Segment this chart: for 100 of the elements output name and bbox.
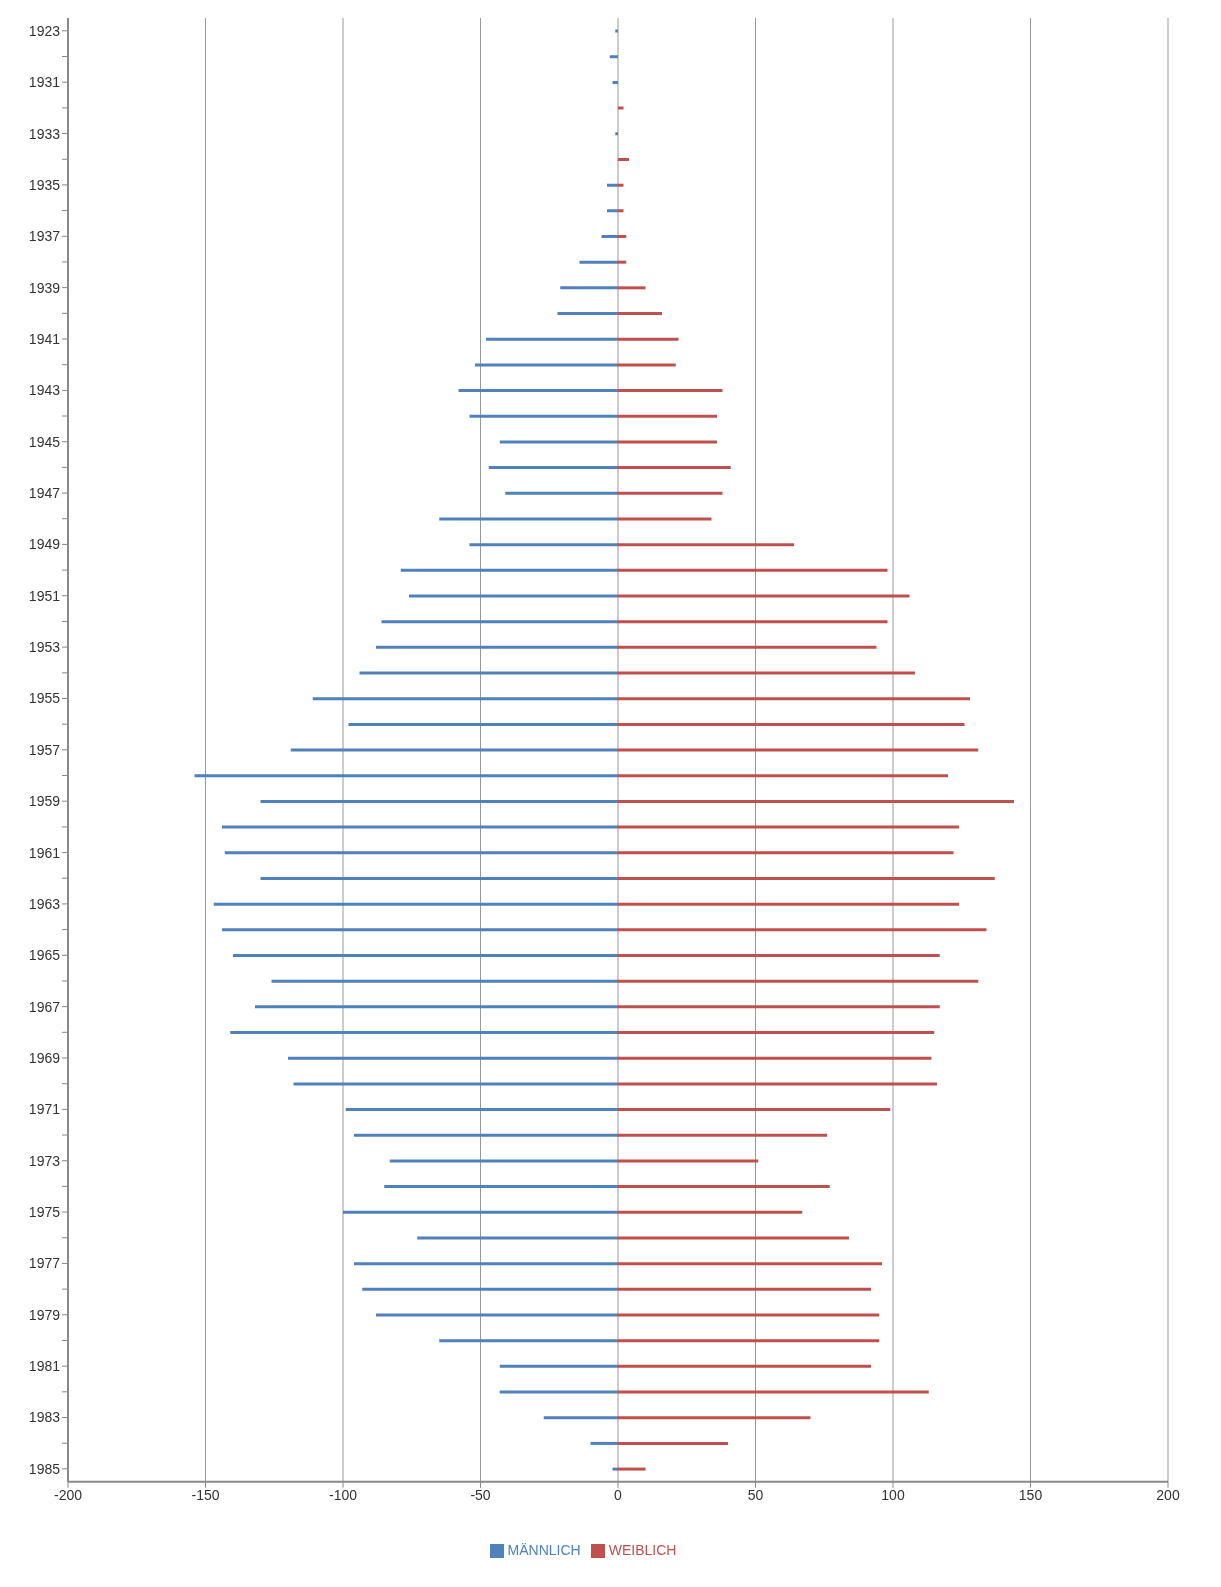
- bar: [618, 234, 627, 238]
- bar: [615, 29, 618, 33]
- bar: [233, 954, 618, 957]
- bar: [224, 851, 618, 855]
- bar: [601, 234, 618, 238]
- bar: [194, 774, 618, 778]
- bar: [354, 1133, 618, 1137]
- bar: [607, 183, 618, 187]
- legend-label: WEIBLICH: [608, 1541, 677, 1558]
- bar: [618, 568, 888, 572]
- bar: [607, 209, 618, 213]
- y-tick-label: 1959: [28, 793, 61, 810]
- bar: [618, 1210, 803, 1214]
- y-tick-label: 1973: [28, 1152, 61, 1169]
- bar: [348, 722, 618, 726]
- bar: [384, 1185, 618, 1189]
- bar: [469, 414, 618, 418]
- bar: [409, 594, 618, 598]
- y-tick-label: 1941: [28, 330, 61, 347]
- x-tick-label: -200: [53, 1486, 83, 1503]
- bar: [618, 183, 624, 187]
- bar: [543, 1416, 618, 1420]
- bar: [618, 748, 979, 752]
- y-tick-label: 1971: [28, 1101, 61, 1118]
- bar: [618, 594, 910, 598]
- y-tick-label: 1975: [28, 1204, 61, 1221]
- bar: [469, 543, 618, 547]
- bar: [618, 1262, 882, 1266]
- bar: [488, 466, 618, 470]
- bar: [618, 1056, 932, 1060]
- y-tick-label: 1983: [28, 1409, 61, 1426]
- bar: [618, 312, 662, 316]
- y-tick-label: 1955: [28, 690, 61, 707]
- bar: [557, 312, 618, 316]
- y-tick-label: 1981: [28, 1358, 61, 1375]
- bar: [618, 954, 940, 957]
- x-tick-label: 200: [1156, 1486, 1180, 1503]
- bar: [618, 979, 979, 983]
- bar: [618, 697, 970, 701]
- bar: [618, 260, 627, 264]
- y-tick-label: 1939: [28, 279, 61, 296]
- x-tick-label: 100: [881, 1486, 905, 1503]
- bar: [213, 902, 618, 906]
- bar: [590, 1441, 618, 1445]
- bar: [222, 928, 618, 932]
- bar: [618, 1364, 871, 1368]
- x-tick-label: -50: [470, 1486, 491, 1503]
- bar: [288, 1056, 618, 1060]
- y-tick-label: 1931: [28, 74, 61, 91]
- bar: [618, 1185, 830, 1189]
- bar: [618, 851, 954, 855]
- y-tick-label: 1985: [28, 1460, 61, 1477]
- bar: [618, 1031, 935, 1035]
- bar: [400, 568, 618, 572]
- bar: [505, 491, 618, 495]
- bar: [354, 1262, 618, 1266]
- y-tick-label: 1949: [28, 536, 61, 553]
- y-tick-label: 1961: [28, 844, 61, 861]
- bar: [618, 1133, 827, 1137]
- bar: [230, 1031, 618, 1035]
- bar: [618, 337, 679, 341]
- bar: [343, 1210, 618, 1214]
- bar: [618, 876, 995, 880]
- bar: [618, 440, 717, 444]
- y-tick-label: 1953: [28, 639, 61, 656]
- x-tick-label: 0: [614, 1486, 623, 1503]
- bar: [618, 825, 959, 829]
- bar: [618, 671, 915, 675]
- bar: [499, 1364, 618, 1368]
- bar: [271, 979, 618, 983]
- y-tick-label: 1937: [28, 228, 61, 245]
- bar: [439, 517, 618, 521]
- bar: [618, 1108, 891, 1112]
- bar: [389, 1159, 618, 1163]
- bar: [618, 389, 723, 393]
- legend-label: MÄNNLICH: [507, 1541, 581, 1558]
- bar: [618, 1467, 646, 1471]
- x-tick-label: 50: [747, 1486, 764, 1503]
- bar: [618, 517, 712, 521]
- bar: [615, 132, 618, 136]
- bar: [618, 774, 948, 778]
- y-tick-label: 1923: [28, 22, 61, 39]
- bar: [618, 1287, 871, 1291]
- bar: [475, 363, 618, 367]
- bar: [618, 491, 723, 495]
- y-tick-label: 1945: [28, 433, 61, 450]
- y-tick-label: 1965: [28, 947, 61, 964]
- bar: [618, 928, 987, 932]
- bar: [618, 1082, 937, 1086]
- bar: [345, 1108, 618, 1112]
- bar: [458, 389, 618, 393]
- bar: [579, 260, 618, 264]
- bar: [618, 799, 1014, 803]
- bar: [312, 697, 618, 701]
- bar: [260, 876, 618, 880]
- bar: [618, 902, 959, 906]
- bar: [618, 286, 646, 290]
- bar: [618, 543, 794, 547]
- y-tick-label: 1977: [28, 1255, 61, 1272]
- bar: [260, 799, 618, 803]
